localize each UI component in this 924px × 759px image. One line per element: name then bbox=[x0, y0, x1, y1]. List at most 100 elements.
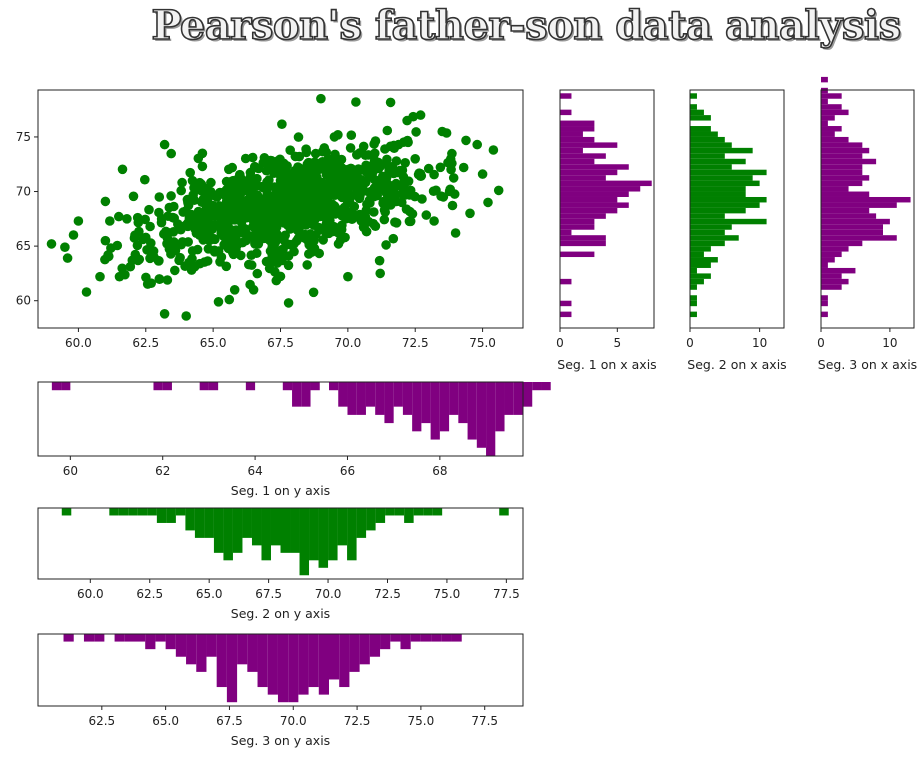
hy2-bar-8 bbox=[137, 508, 148, 516]
scatter-point-73 bbox=[488, 145, 499, 155]
hx2-xtick-label-1: 10 bbox=[752, 336, 767, 350]
hx3-bar-23 bbox=[821, 186, 849, 192]
scatter-point-683 bbox=[283, 251, 294, 261]
hy1-bar-18 bbox=[208, 382, 219, 391]
hy1-bar-53 bbox=[532, 382, 542, 391]
scatter-point-28 bbox=[197, 161, 208, 172]
hx2-bar-25 bbox=[690, 175, 753, 181]
hx1-bar-23 bbox=[560, 186, 641, 192]
hy2-bar-23 bbox=[280, 508, 291, 553]
scatter-point-257 bbox=[405, 216, 416, 227]
hx3-bar-30 bbox=[821, 147, 870, 154]
scatter-point-924 bbox=[360, 211, 371, 222]
hx3-bar-31 bbox=[821, 142, 863, 148]
scatter-point-1009 bbox=[280, 230, 291, 241]
hy1-bar-51 bbox=[513, 382, 523, 415]
hx2-xtick-label-0: 0 bbox=[686, 336, 694, 350]
scatter-point-410 bbox=[145, 253, 155, 264]
hx1-bar-19 bbox=[560, 207, 618, 214]
scatter-point-483 bbox=[301, 147, 312, 158]
scatter-point-246 bbox=[277, 119, 287, 129]
hx3-bar-33 bbox=[821, 131, 835, 137]
hx1-bar-26 bbox=[560, 169, 618, 176]
hx3-bar-2 bbox=[821, 300, 828, 307]
scatter-point-957 bbox=[203, 205, 213, 215]
hy2-bar-39 bbox=[432, 508, 443, 516]
scatter-xtick-label-0: 60.0 bbox=[65, 336, 92, 350]
scatter-point-978 bbox=[324, 225, 335, 236]
hy1-bar-22 bbox=[245, 382, 256, 391]
hx3-bar-11 bbox=[821, 251, 842, 258]
hx1-bar-34 bbox=[560, 126, 595, 132]
scatter-point-1053 bbox=[318, 179, 329, 190]
scatter-point-2 bbox=[62, 253, 73, 263]
hy2-bar-13 bbox=[185, 508, 195, 531]
chart-title-block: Pearson's father-son data analysis bbox=[0, 1, 924, 50]
scatter-point-244 bbox=[177, 177, 187, 188]
scatter-point-712 bbox=[310, 148, 321, 159]
hx3-bar-3 bbox=[821, 295, 828, 301]
scatter-point-848 bbox=[300, 165, 310, 175]
scatter-point-868 bbox=[348, 213, 359, 223]
hy1-bar-33 bbox=[347, 382, 357, 415]
scatter-point-31 bbox=[213, 297, 224, 307]
scatter-point-681 bbox=[144, 204, 154, 215]
hx2-bar-5 bbox=[690, 284, 697, 290]
hx2-xlabel: Seg. 2 on x axis bbox=[687, 357, 786, 372]
hx2-bar-24 bbox=[690, 180, 760, 187]
scatter-point-182 bbox=[224, 164, 234, 175]
hy2-xtick-label-6: 75.0 bbox=[434, 587, 461, 601]
scatter-point-1018 bbox=[230, 213, 240, 223]
hx3-bar-16 bbox=[821, 224, 883, 230]
hy3-bar-31 bbox=[380, 634, 391, 650]
hx2-bar-15 bbox=[690, 229, 725, 236]
hx2-bar-22 bbox=[690, 191, 746, 197]
scatter-point-1017 bbox=[198, 194, 209, 204]
hy2-bar-12 bbox=[175, 508, 186, 516]
hx2-bar-29 bbox=[690, 153, 725, 159]
hx3-bar-41 bbox=[821, 87, 828, 94]
scatter-point-947 bbox=[400, 158, 411, 168]
hx3-bar-22 bbox=[821, 191, 870, 197]
hy3-bar-37 bbox=[441, 634, 452, 642]
scatter-point-691 bbox=[134, 226, 144, 237]
hy1-bar-48 bbox=[486, 382, 496, 456]
hy2-xlabel: Seg. 2 on y axis bbox=[231, 606, 330, 621]
hy2-bar-16 bbox=[213, 508, 224, 553]
hx2-bar-16 bbox=[690, 224, 732, 230]
scatter-point-1048 bbox=[302, 188, 313, 199]
scatter-point-18 bbox=[154, 192, 165, 202]
scatter-point-934 bbox=[302, 260, 313, 270]
hx3-bar-5 bbox=[821, 284, 842, 290]
scatter-point-346 bbox=[370, 221, 381, 231]
hy1-bar-1 bbox=[51, 382, 62, 391]
scatter-point-7 bbox=[100, 235, 111, 246]
scatter-point-964 bbox=[277, 176, 287, 186]
hy3-xtick-label-6: 77.5 bbox=[471, 714, 498, 728]
hx2-bar-36 bbox=[690, 115, 711, 121]
scatter-point-997 bbox=[309, 220, 319, 230]
scatter-point-927 bbox=[290, 222, 300, 232]
scatter-point-956 bbox=[271, 228, 282, 239]
hy2-bar-5 bbox=[109, 508, 119, 516]
scatter-point-388 bbox=[441, 128, 452, 138]
scatter-point-854 bbox=[175, 252, 185, 263]
scatter-point-731 bbox=[391, 218, 402, 228]
scatter-point-906 bbox=[366, 161, 376, 171]
scatter-point-721 bbox=[140, 174, 150, 185]
scatter-point-880 bbox=[431, 185, 441, 196]
scatter-point-272 bbox=[448, 173, 459, 183]
scatter-point-1016 bbox=[106, 243, 116, 253]
hy1-xtick-label-0: 60 bbox=[63, 464, 78, 478]
scatter-point-993 bbox=[284, 239, 295, 250]
hy3-xtick-label-3: 70.0 bbox=[280, 714, 307, 728]
scatter-point-1033 bbox=[308, 287, 319, 298]
hy2-bar-9 bbox=[147, 508, 157, 516]
hx3-bar-36 bbox=[821, 115, 835, 121]
hy3-bar-32 bbox=[390, 634, 401, 642]
hx3-bar-15 bbox=[821, 229, 883, 236]
hy1-bar-31 bbox=[329, 382, 339, 391]
scatter-xtick-label-3: 67.5 bbox=[267, 336, 294, 350]
scatter-point-9 bbox=[114, 211, 124, 222]
scatter-point-1019 bbox=[182, 218, 193, 229]
